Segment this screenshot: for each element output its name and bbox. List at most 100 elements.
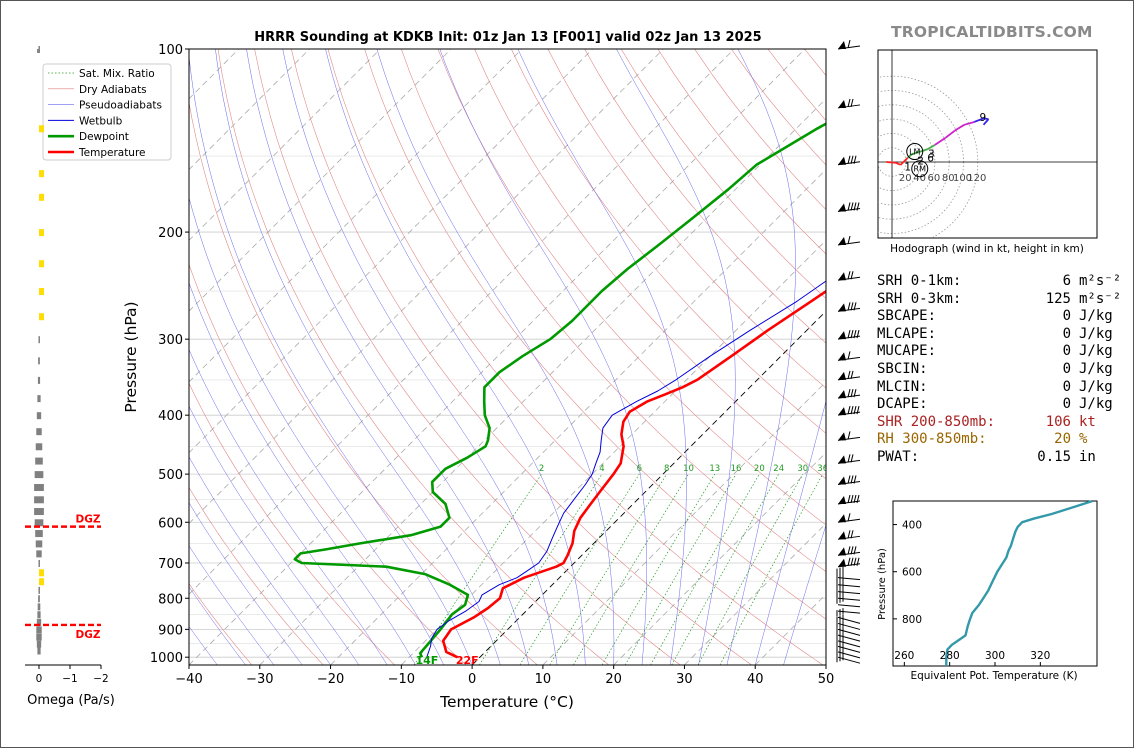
y-tick-label: 500 [158,468,183,483]
wind-barb [837,454,861,464]
hodograph-height-label: 1 [904,161,911,173]
dry-adiabat-line [189,101,538,665]
stats-unit: m²s⁻² [1079,290,1122,307]
wind-barb-pennant [838,99,846,108]
stats-key: MLCAPE: [877,325,937,342]
wind-barb [837,39,861,50]
y-tick-label: 200 [158,226,183,241]
stats-key: SHR 200-850mb: [877,413,996,430]
wind-barb-flag [850,330,854,339]
stats-row: MUCAPE: 0 J/kg [877,343,1121,361]
wind-barb-pennant [838,547,846,556]
hodograph-height-label: 9 [979,112,986,124]
wind-barb-flag [847,351,851,360]
hodograph-segment [886,161,896,164]
wind-barb-flag [853,389,857,398]
hodograph-height-label: 2 [917,156,924,168]
hodograph-segment [963,121,975,126]
pseudoadiabat-line [282,49,558,665]
stats-value: 6 [1062,273,1071,289]
pseudoadiabat-line [325,49,586,665]
legend-entry: Dry Adiabats [79,84,147,96]
y-tick-label: 400 [158,409,183,424]
omega-bar [35,443,43,451]
wind-barb-flag [847,454,851,463]
wind-barb [837,475,861,485]
theta-e-y-label: Pressure (hPa) [877,548,888,620]
wind-barb-pennant [838,558,846,567]
pseudoadiabat-line [189,456,331,665]
wind-barb-flag [856,494,860,504]
theta-e-panel: 260 280 300 320 400 600 800 [892,499,1098,667]
wind-barb-flag [847,431,851,440]
omega-bar [38,336,40,344]
wind-barb-staff [837,640,861,648]
omega-bar [34,483,44,491]
omega-bar [39,288,44,296]
pseudoadiabat-line [189,348,388,665]
omega-bar [39,125,44,133]
stats-unit: in [1079,448,1096,465]
wind-barb-pennant [838,476,846,485]
x-tick-label: −30 [246,672,273,687]
mixing-ratio-line [549,473,667,665]
stats-row: DCAPE: 0 J/kg [877,396,1121,414]
pseudoadiabat-line [439,49,647,665]
pseudoadiabat-line [376,49,615,665]
omega-bar [37,395,41,403]
omega-bar [36,640,42,648]
pseudoadiabat-line [215,49,501,665]
dgz-label: DGZ [76,514,101,526]
wind-barb-pennant [838,352,846,361]
dry-adiabat-line [189,382,395,665]
wind-barb-pennant [838,432,846,441]
hodograph-segment [945,129,956,139]
wind-barb-flag [847,557,851,566]
stats-value: 0 [1062,378,1071,395]
wind-barb [837,202,861,212]
wind-barb-staff [837,591,861,595]
omega-bar [34,519,44,527]
hodograph-segment [895,161,901,166]
wind-barb-flag [847,155,851,164]
wind-barb-pennant [838,236,846,245]
wind-barb-staff [837,597,861,601]
skewt-frame [188,48,827,666]
hodograph-segment [911,151,920,155]
wind-barb [837,370,861,381]
stats-row: RH 300-850mb: 20% [877,431,1121,449]
x-tick-label: −40 [175,672,202,687]
hodograph-plot-area [878,50,1097,238]
pseudoadiabat-line [189,196,445,665]
wind-barb-flag [853,406,857,415]
omega-bar [36,618,42,626]
stats-key: MUCAPE: [877,343,937,360]
stats-row: MLCAPE: 0 J/kg [877,326,1121,344]
wind-barb-flag [847,475,851,484]
pseudoadiabat-line [189,282,416,665]
omega-bar [39,569,44,577]
dry-adiabat-line [189,263,467,665]
wind-barb-flag [856,330,860,339]
isotherm-line [259,98,826,665]
wind-barb-staff [837,616,861,624]
x-axis-label: Temperature (°C) [439,693,574,711]
omega-bar [37,603,41,611]
omega-bar [34,471,44,479]
pseudoadiabat-line [246,49,529,665]
wind-barb [837,406,861,416]
omega-bar [39,260,44,268]
omega-bar [34,496,44,504]
stats-row: SBCIN: 0 J/kg [877,361,1121,379]
chart-legend: Sat. Mix. Ratio Dry Adiabats Pseudoadiabat… [42,63,172,161]
wind-barb-staff [837,604,861,608]
dry-adiabat-line [511,49,826,434]
mixing-ratio-label: 20 [754,464,765,474]
brand-logo-text: TROPICALTIDBITS.COM [891,23,1093,41]
wind-barb-flag [853,155,857,164]
hodograph-height-label: 3 [928,148,935,160]
hodograph-ring-label: 40 [913,173,926,184]
wind-barb-flag [847,530,851,539]
stats-unit: J/kg [1079,396,1113,413]
